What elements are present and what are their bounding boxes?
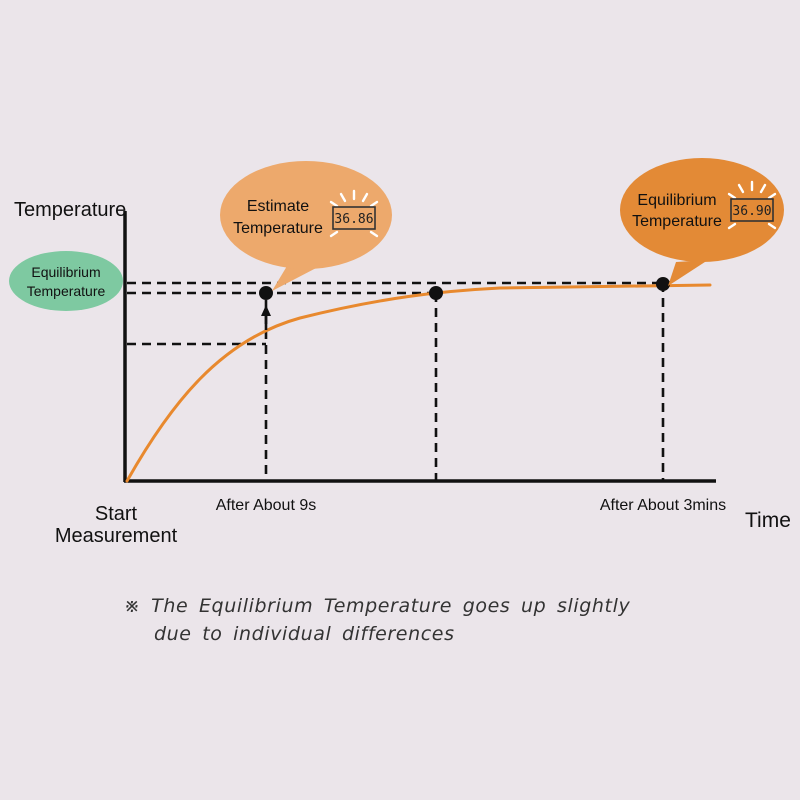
origin-label-line-1: Start xyxy=(95,503,138,525)
estimate-bubble-line-1: Estimate xyxy=(247,198,309,215)
estimate-bubble-line-2: Temperature xyxy=(233,220,323,237)
estimate-bubble: Estimate Temperature 36.86 xyxy=(220,161,392,291)
equilibrium-badge-line-2: Temperature xyxy=(27,283,106,299)
three-minutes-label: After About 3mins xyxy=(600,497,726,514)
footnote: ※ The Equilibrium Temperature goes up sl… xyxy=(124,592,630,648)
equilibrium-bubble-shape xyxy=(620,158,784,262)
equilibrium-point xyxy=(656,277,670,291)
equilibrium-badge-line-1: Equilibrium xyxy=(31,264,100,280)
equilibrium-display-frame xyxy=(730,198,774,222)
estimate-display-glow-icon xyxy=(329,189,379,238)
temperature-curve xyxy=(125,283,712,483)
equilibrium-bubble-tail xyxy=(668,260,708,286)
origin-label-line-2: Measurement xyxy=(55,525,178,547)
equilibrium-bubble-line-2: Temperature xyxy=(632,213,722,230)
estimate-display-frame xyxy=(332,206,376,230)
y-axis-label: Temperature xyxy=(14,199,126,221)
footnote-symbol: ※ xyxy=(124,595,141,617)
equilibrium-badge: Equilibrium Temperature xyxy=(9,251,123,311)
estimate-point xyxy=(259,286,273,300)
nine-seconds-label: After About 9s xyxy=(216,497,317,514)
estimate-display-value: 36.86 xyxy=(334,212,373,227)
equilibrium-bubble: Equilibrium Temperature 36.90 xyxy=(620,158,784,286)
equilibrium-display-glow-icon xyxy=(727,180,777,230)
footnote-text-1: The Equilibrium Temperature goes up slig… xyxy=(151,595,631,617)
estimate-arrow-head xyxy=(261,305,271,316)
footnote-line-1: ※ The Equilibrium Temperature goes up sl… xyxy=(124,592,630,620)
equilibrium-bubble-line-1: Equilibrium xyxy=(637,192,716,209)
footnote-text-2: due to individual differences xyxy=(154,623,455,645)
mid-point xyxy=(429,286,443,300)
estimate-bubble-shape xyxy=(220,161,392,269)
x-axis-label: Time xyxy=(745,509,791,532)
equilibrium-display-value: 36.90 xyxy=(732,204,771,219)
equilibrium-badge-shape xyxy=(9,251,123,311)
